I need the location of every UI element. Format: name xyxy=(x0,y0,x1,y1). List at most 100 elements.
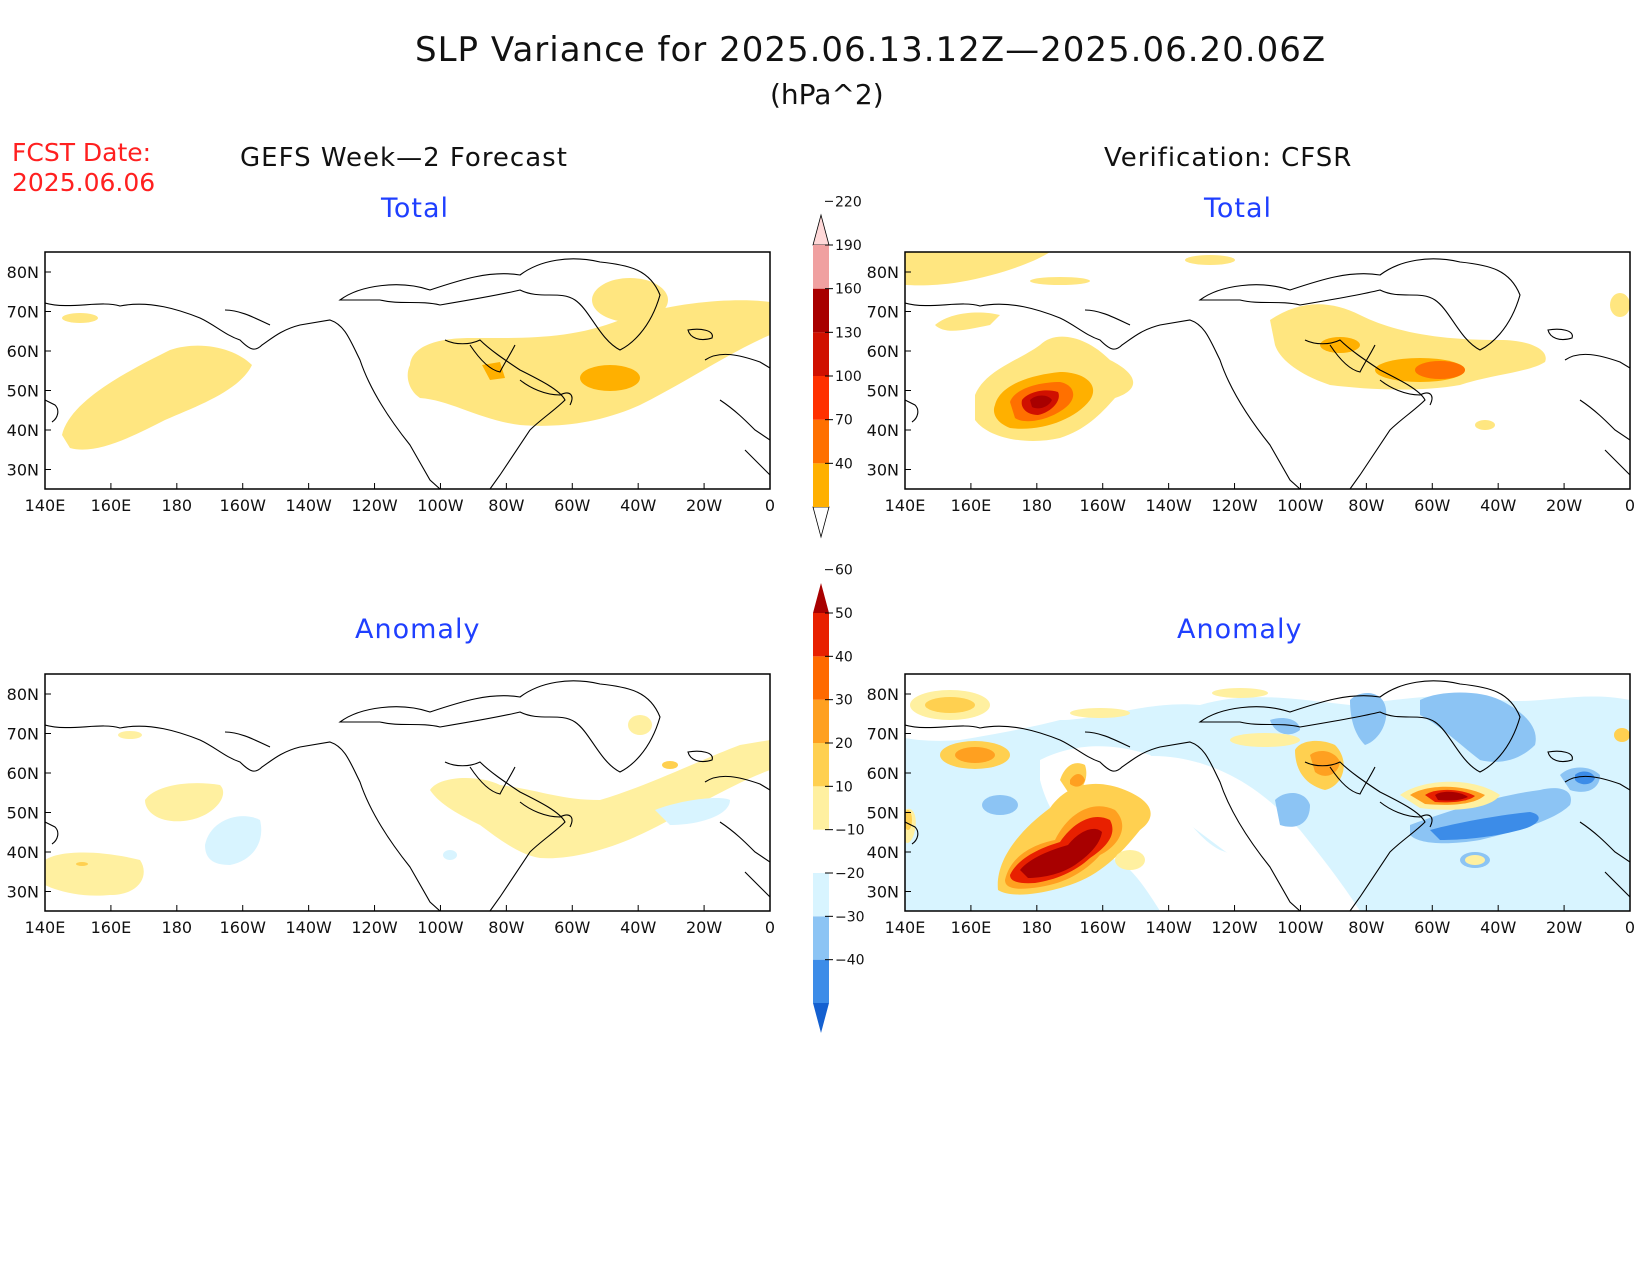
colorbar-swatch xyxy=(813,332,829,376)
lat-tick-label: 30N xyxy=(867,461,899,480)
lon-tick-label: 160W xyxy=(1080,496,1127,515)
colorbar-level-label: 100 xyxy=(835,369,862,385)
lon-tick-label: 60W xyxy=(1414,496,1450,515)
left-column-title: GEFS Week—2 Forecast xyxy=(240,143,568,173)
lon-tick-label: 20W xyxy=(686,496,722,515)
colorbar-swatch xyxy=(813,959,829,1003)
colorbar-swatch xyxy=(813,916,829,960)
lon-tick-label: 120W xyxy=(351,496,398,515)
verification-anomaly-map xyxy=(905,674,1630,911)
lon-tick-label: 140E xyxy=(885,496,926,515)
lat-tick-label: 70N xyxy=(7,725,39,744)
lon-tick-label: 180 xyxy=(162,496,193,515)
lon-tick-label: 20W xyxy=(686,918,722,937)
panel-frame xyxy=(904,673,1631,912)
lon-tick-label: 60W xyxy=(1414,918,1450,937)
lon-tick-label: 100W xyxy=(1277,496,1324,515)
axes: 140E 160E 180 160W 140W 120W 100W 80W 60W 40W 20W 0… xyxy=(7,263,1635,937)
lon-tick-label: 160E xyxy=(91,918,132,937)
lon-tick-label: 0 xyxy=(765,496,775,515)
figure-title: SLP Variance for 2025.06.13.12Z—2025.06.… xyxy=(415,30,1327,70)
verification-total-map xyxy=(905,252,1630,489)
lon-tick-label: 160W xyxy=(220,918,267,937)
lat-tick-label: 80N xyxy=(7,685,39,704)
colorbar-level-label: 130 xyxy=(835,325,862,341)
colorbar-swatch xyxy=(813,419,829,464)
lon-tick-label: 140E xyxy=(885,918,926,937)
colorbar-level-label: 40 xyxy=(835,456,853,472)
lon-tick-label: 80W xyxy=(1348,496,1384,515)
lat-tick-label: 40N xyxy=(7,843,39,862)
colorbar-level-label: 20 xyxy=(835,736,853,752)
right-column-title: Verification: CFSR xyxy=(1104,143,1353,173)
anomaly-contours xyxy=(905,674,1630,911)
lat-tick-label: 30N xyxy=(867,883,899,902)
colorbar-level-label: 30 xyxy=(835,693,853,709)
variance-contours xyxy=(62,278,770,450)
lon-tick-label: 40W xyxy=(1480,496,1516,515)
coastlines xyxy=(905,258,1630,489)
lon-tick-label: 20W xyxy=(1546,918,1582,937)
colorbar-level-label: 220 xyxy=(835,194,862,210)
lat-tick-label: 80N xyxy=(867,263,899,282)
panel-subtitle: Anomaly xyxy=(355,614,481,645)
lat-tick-label: 40N xyxy=(867,421,899,440)
lon-tick-label: 160E xyxy=(951,918,992,937)
lon-tick-label: 80W xyxy=(488,496,524,515)
colorbar-level-label: −10 xyxy=(835,823,865,839)
lon-tick-label: 120W xyxy=(1211,918,1258,937)
lon-tick-label: 140W xyxy=(285,496,332,515)
coastlines xyxy=(905,680,1630,911)
panel-subtitle: Total xyxy=(381,193,450,224)
lat-tick-label: 30N xyxy=(7,883,39,902)
lon-tick-label: 0 xyxy=(1625,918,1635,937)
colorbar-swatch xyxy=(813,613,829,657)
colorbar-swatch xyxy=(813,463,829,507)
lon-tick-label: 40W xyxy=(1480,918,1516,937)
lat-tick-label: 40N xyxy=(867,843,899,862)
colorbar-level-label: −20 xyxy=(835,866,865,882)
lon-tick-label: 180 xyxy=(1022,918,1053,937)
colorbar-low-arrow xyxy=(812,506,830,539)
colorbar-anomaly: −40 −30 −20 −10 10 20 30 40 50 60 xyxy=(813,563,865,1033)
lon-tick-label: 140W xyxy=(1145,496,1192,515)
lon-tick-label: 60W xyxy=(554,918,590,937)
lon-tick-label: 80W xyxy=(488,918,524,937)
lat-tick-label: 80N xyxy=(867,685,899,704)
panel-frame xyxy=(44,673,771,912)
colorbar-level-label: 40 xyxy=(835,649,853,665)
lat-tick-label: 50N xyxy=(7,382,39,401)
lat-tick-label: 60N xyxy=(7,342,39,361)
anomaly-contours xyxy=(45,715,770,896)
coastlines xyxy=(45,680,770,911)
lon-tick-label: 40W xyxy=(620,496,656,515)
colorbar-swatch xyxy=(813,245,829,289)
colorbar-level-label: 60 xyxy=(835,563,853,579)
colorbar-level-label: −30 xyxy=(835,909,865,925)
colorbar-swatch xyxy=(813,288,829,333)
panel-subtitle: Anomaly xyxy=(1177,614,1303,645)
forecast-anomaly-map xyxy=(45,680,770,911)
lon-tick-label: 100W xyxy=(417,918,464,937)
lat-tick-label: 30N xyxy=(7,461,39,480)
lon-tick-label: 120W xyxy=(1211,496,1258,515)
lon-tick-label: 140W xyxy=(1145,918,1192,937)
colorbar-high-arrow xyxy=(813,583,829,613)
colorbar-swatch xyxy=(813,873,829,917)
colorbar-level-label: 190 xyxy=(835,238,862,254)
colorbar-swatch xyxy=(813,829,829,873)
lon-tick-label: 0 xyxy=(1625,496,1635,515)
lon-tick-label: 80W xyxy=(1348,918,1384,937)
panel-frame xyxy=(904,251,1631,490)
colorbar-level-label: 160 xyxy=(835,282,862,298)
fcst-date-value: 2025.06.06 xyxy=(12,168,156,197)
lon-tick-label: 20W xyxy=(1546,496,1582,515)
lon-tick-label: 160W xyxy=(1080,918,1127,937)
lat-tick-label: 80N xyxy=(7,263,39,282)
coastlines xyxy=(45,258,770,489)
lon-tick-label: 160E xyxy=(91,496,132,515)
colorbar-swatch xyxy=(813,376,829,420)
lon-tick-label: 180 xyxy=(162,918,193,937)
lat-tick-label: 40N xyxy=(7,421,39,440)
